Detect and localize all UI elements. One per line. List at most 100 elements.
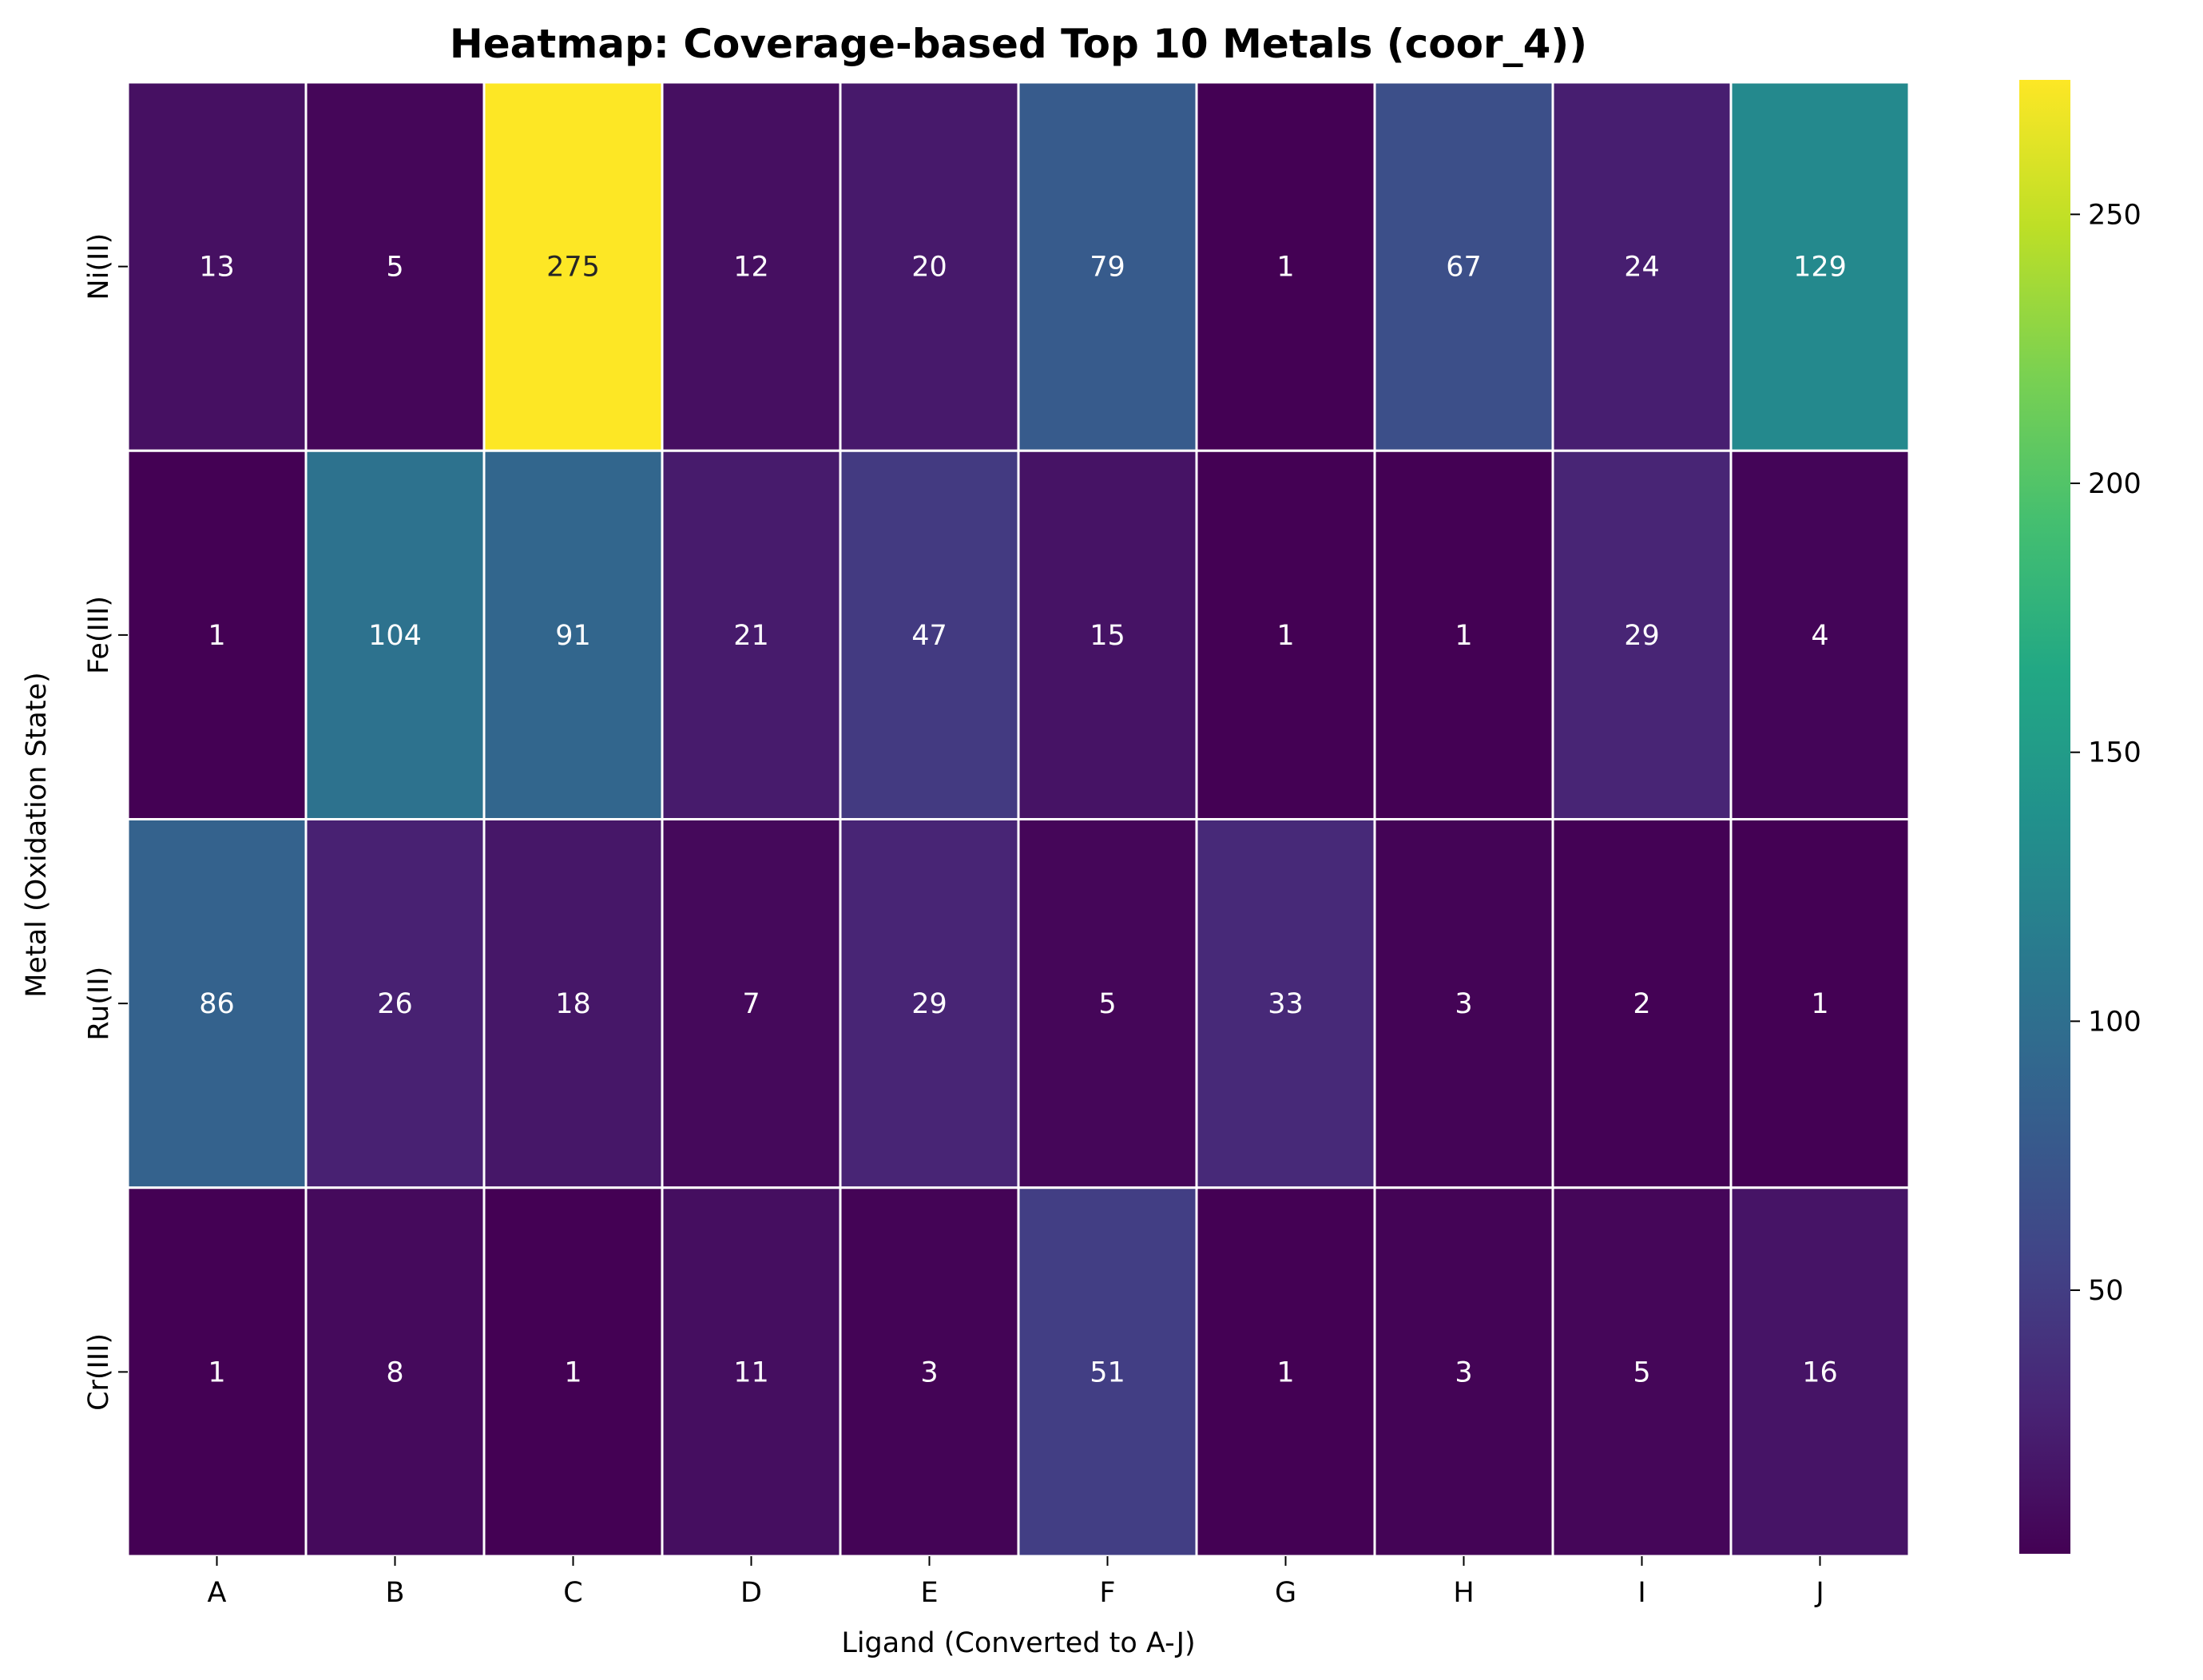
heatmap-cell: [482, 449, 664, 820]
colorbar-tick-label: 200: [2088, 468, 2141, 500]
cell-value-label: 24: [1624, 252, 1660, 284]
cell-value-label: 104: [368, 620, 422, 652]
cell-value-label: 11: [733, 1356, 769, 1388]
cell-value-label: 5: [1098, 988, 1116, 1020]
heatmap-cell: [839, 449, 1020, 820]
y-tick-label: Ni(II): [83, 233, 115, 300]
cell-value-label: 29: [911, 988, 947, 1020]
heatmap-cell: [1729, 81, 1911, 452]
x-tick-label: E: [920, 1577, 938, 1609]
cell-value-label: 1: [1455, 620, 1472, 652]
x-tick-label: J: [1814, 1577, 1824, 1609]
heatmap-cell: [661, 81, 842, 452]
x-tick-label: F: [1099, 1577, 1115, 1609]
colorbar-tick-label: 100: [2088, 1006, 2141, 1038]
y-tick-label: Fe(III): [83, 596, 115, 674]
chart-title: Heatmap: Coverage-based Top 10 Metals (c…: [450, 21, 1587, 67]
heatmap-cell: [1551, 449, 1733, 820]
cell-value-label: 18: [555, 988, 591, 1020]
heatmap-cell: [1729, 449, 1911, 820]
cell-value-label: 15: [1090, 620, 1125, 652]
heatmap-cell: [839, 1186, 1020, 1558]
cell-value-label: 51: [1090, 1356, 1125, 1388]
cell-value-label: 79: [1090, 252, 1125, 284]
y-axis-label: Metal (Oxidation State): [21, 672, 53, 998]
cell-value-label: 1: [564, 1356, 582, 1388]
cell-value-label: 3: [1455, 988, 1472, 1020]
colorbar-tick-label: 250: [2088, 199, 2141, 231]
cell-value-label: 4: [1811, 620, 1828, 652]
x-tick-label: C: [563, 1577, 582, 1609]
heatmap-cell: [482, 818, 664, 1190]
heatmap-cell: [126, 818, 308, 1190]
cell-value-label: 1: [208, 1356, 225, 1388]
heatmap-cell: [1373, 818, 1554, 1190]
heatmap-cell: [839, 81, 1020, 452]
x-tick-label: G: [1275, 1577, 1296, 1609]
heatmap-cell: [482, 81, 664, 452]
x-tick-label: H: [1453, 1577, 1474, 1609]
cell-value-label: 3: [920, 1356, 938, 1388]
colorbar: [2019, 80, 2070, 1554]
cell-value-label: 86: [199, 988, 235, 1020]
cell-value-label: 91: [555, 620, 591, 652]
cell-value-label: 1: [1276, 252, 1294, 284]
cell-value-label: 12: [733, 252, 769, 284]
cell-value-label: 16: [1802, 1356, 1838, 1388]
cell-value-label: 1: [1811, 988, 1828, 1020]
cell-value-label: 275: [546, 252, 600, 284]
heatmap-cell: [1017, 449, 1198, 820]
heatmap-cell: [304, 449, 486, 820]
cell-value-label: 13: [199, 252, 235, 284]
heatmap-cell: [661, 449, 842, 820]
x-tick-label: A: [208, 1577, 227, 1609]
cell-value-label: 5: [1633, 1356, 1650, 1388]
heatmap-cell: [1551, 818, 1733, 1190]
heatmap-cell: [1373, 449, 1554, 820]
heatmap-cell: [1373, 81, 1554, 452]
x-axis-label: Ligand (Converted to A-J): [841, 1627, 1195, 1659]
heatmap-cell: [1729, 1186, 1911, 1558]
cell-value-label: 20: [911, 252, 947, 284]
x-tick-label: B: [385, 1577, 404, 1609]
cell-value-label: 5: [386, 252, 403, 284]
cell-value-label: 3: [1455, 1356, 1472, 1388]
cell-value-label: 33: [1268, 988, 1304, 1020]
x-tick-label: D: [740, 1577, 762, 1609]
cell-value-label: 1: [1276, 620, 1294, 652]
heatmap-cell: [1017, 1186, 1198, 1558]
y-tick-label: Ru(II): [83, 967, 115, 1041]
cell-value-label: 67: [1446, 252, 1482, 284]
y-axis-ticks: Ni(II) Fe(III) Ru(II) Cr(III): [83, 233, 128, 1411]
cell-value-label: 26: [377, 988, 413, 1020]
heatmap-cell: [304, 81, 486, 452]
heatmap-cell: [1195, 1186, 1376, 1558]
y-tick-label: Cr(III): [83, 1333, 115, 1411]
cell-value-label: 7: [742, 988, 760, 1020]
heatmap-cell: [1017, 81, 1198, 452]
heatmap-cell: [1195, 449, 1376, 820]
colorbar-tick-label: 150: [2088, 737, 2141, 769]
cell-value-label: 129: [1793, 252, 1847, 284]
cell-value-label: 29: [1624, 620, 1660, 652]
colorbar-ticks: 50 100 150 200 250: [2070, 199, 2141, 1307]
heatmap-cell: [839, 818, 1020, 1190]
x-tick-label: I: [1637, 1577, 1645, 1609]
x-axis-ticks: A B C D E F G H I J: [208, 1556, 1824, 1609]
colorbar-tick-label: 50: [2088, 1275, 2124, 1307]
heatmap-cell: [1729, 818, 1911, 1190]
heatmap-cell: [304, 818, 486, 1190]
cell-value-label: 8: [386, 1356, 403, 1388]
cell-value-label: 2: [1633, 988, 1650, 1020]
heatmap-cell: [1373, 1186, 1554, 1558]
heatmap-cell: [126, 1186, 308, 1558]
cell-value-label: 21: [733, 620, 769, 652]
cell-value-label: 1: [208, 620, 225, 652]
cell-value-label: 1: [1276, 1356, 1294, 1388]
cell-value-label: 47: [911, 620, 947, 652]
heatmap-cell: [126, 81, 308, 452]
heatmap-cell: [1551, 1186, 1733, 1558]
heatmap-cell: [1195, 818, 1376, 1190]
